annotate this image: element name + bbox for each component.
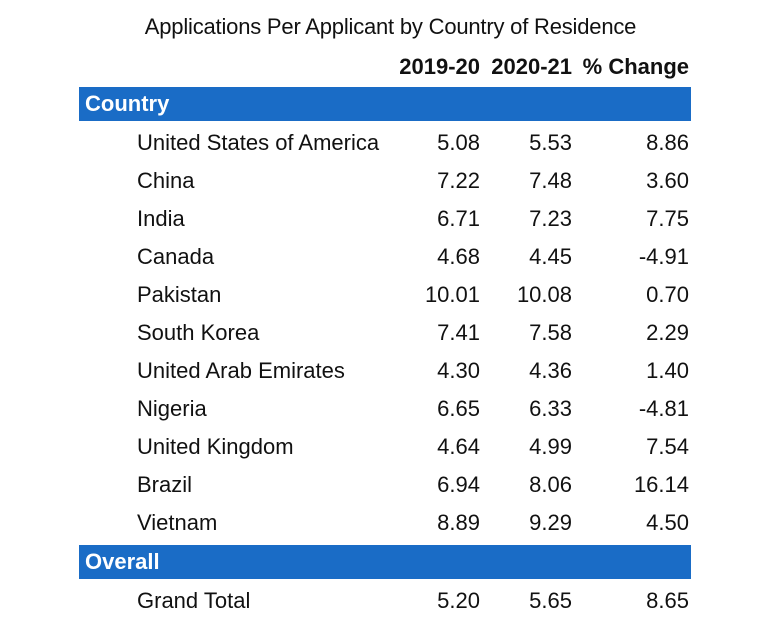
- cell-pct-change: 4.50: [646, 510, 689, 535]
- cell-pct-change: 8.65: [646, 588, 689, 613]
- row-label: United States of America: [137, 130, 380, 155]
- row-label: South Korea: [137, 320, 260, 345]
- cell-2019-20: 4.30: [437, 358, 480, 383]
- row-label: China: [137, 168, 195, 193]
- table-row: Canada 4.68 4.45 -4.91: [0, 238, 781, 276]
- table-row: India 6.71 7.23 7.75: [0, 200, 781, 238]
- table-row: United States of America 5.08 5.53 8.86: [0, 124, 781, 162]
- cell-pct-change: 16.14: [633, 472, 689, 497]
- cell-2020-21: 4.99: [529, 434, 572, 459]
- section-label: Overall: [85, 549, 160, 574]
- table-row: Nigeria 6.65 6.33 -4.81: [0, 390, 781, 428]
- cell-2019-20: 7.22: [437, 168, 480, 193]
- table-row: Pakistan 10.01 10.08 0.70: [0, 276, 781, 314]
- cell-2020-21: 4.36: [529, 358, 572, 383]
- cell-2019-20: 5.20: [437, 588, 480, 613]
- table-row: Grand Total 5.20 5.65 8.65: [0, 582, 781, 620]
- cell-pct-change: 3.60: [646, 168, 689, 193]
- section-header-country: Country: [79, 87, 691, 121]
- cell-pct-change: -4.91: [638, 244, 689, 269]
- column-header-2020-21: 2020-21: [491, 54, 572, 79]
- section-label: Country: [85, 91, 170, 116]
- cell-2020-21: 7.58: [529, 320, 572, 345]
- table-row: Brazil 6.94 8.06 16.14: [0, 466, 781, 504]
- cell-2020-21: 5.53: [529, 130, 572, 155]
- table-row: China 7.22 7.48 3.60: [0, 162, 781, 200]
- row-label: Vietnam: [137, 510, 218, 535]
- cell-2019-20: 4.68: [437, 244, 480, 269]
- row-label: Nigeria: [137, 396, 207, 421]
- table-row: United Kingdom 4.64 4.99 7.54: [0, 428, 781, 466]
- cell-2019-20: 6.94: [437, 472, 480, 497]
- row-label: India: [137, 206, 185, 231]
- row-label: Grand Total: [137, 588, 251, 613]
- cell-2019-20: 5.08: [437, 130, 480, 155]
- row-label: Brazil: [137, 472, 193, 497]
- cell-2019-20: 6.65: [437, 396, 480, 421]
- cell-2020-21: 4.45: [529, 244, 572, 269]
- cell-2019-20: 4.64: [437, 434, 480, 459]
- table-row: Vietnam 8.89 9.29 4.50: [0, 504, 781, 542]
- cell-2020-21: 5.65: [529, 588, 572, 613]
- section-header-overall: Overall: [79, 545, 691, 579]
- table-row: United Arab Emirates 4.30 4.36 1.40: [0, 352, 781, 390]
- table-row: South Korea 7.41 7.58 2.29: [0, 314, 781, 352]
- column-header-pct-change: % Change: [582, 54, 689, 79]
- cell-pct-change: 2.29: [646, 320, 689, 345]
- cell-pct-change: 1.40: [646, 358, 689, 383]
- cell-2019-20: 8.89: [437, 510, 480, 535]
- cell-pct-change: -4.81: [638, 396, 689, 421]
- cell-pct-change: 8.86: [646, 130, 689, 155]
- cell-2019-20: 6.71: [437, 206, 480, 231]
- cell-2020-21: 9.29: [529, 510, 572, 535]
- cell-pct-change: 0.70: [646, 282, 689, 307]
- row-label: Canada: [137, 244, 215, 269]
- table-title: Applications Per Applicant by Country of…: [144, 14, 637, 39]
- cell-2020-21: 8.06: [529, 472, 572, 497]
- cell-2020-21: 7.23: [529, 206, 572, 231]
- cell-2019-20: 7.41: [437, 320, 480, 345]
- row-label: United Kingdom: [137, 434, 294, 459]
- cell-2020-21: 10.08: [516, 282, 572, 307]
- cell-2019-20: 10.01: [424, 282, 480, 307]
- cell-pct-change: 7.75: [646, 206, 689, 231]
- cell-2020-21: 7.48: [529, 168, 572, 193]
- cell-pct-change: 7.54: [646, 434, 689, 459]
- row-label: Pakistan: [137, 282, 222, 307]
- cell-2020-21: 6.33: [529, 396, 572, 421]
- row-label: United Arab Emirates: [137, 358, 345, 383]
- column-header-2019-20: 2019-20: [399, 54, 480, 79]
